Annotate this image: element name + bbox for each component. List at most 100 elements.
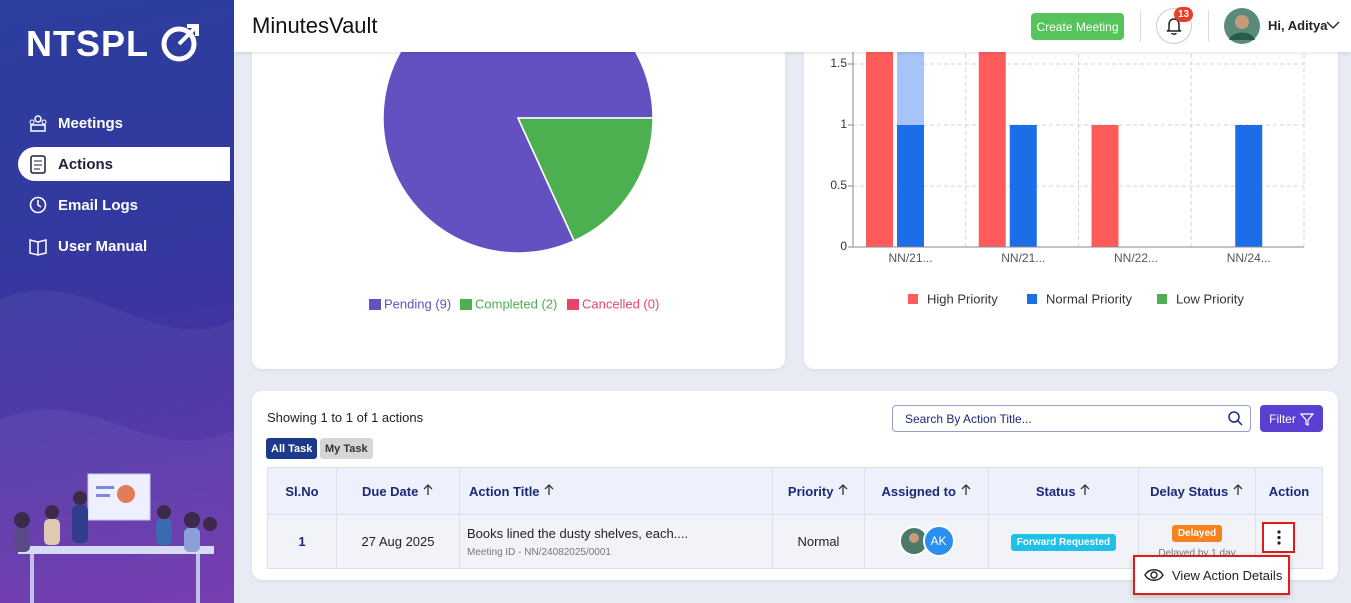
assignee-avatar <box>898 525 929 556</box>
sort-icon <box>423 483 433 495</box>
logo-text: NTSPL <box>26 23 149 64</box>
cell: Books lined the dusty shelves, each.... … <box>459 514 773 569</box>
column-label: Assigned to <box>881 483 956 499</box>
logo-icon <box>161 24 200 62</box>
legend-label: Cancelled (0) <box>582 296 659 311</box>
menu-label: Meetings <box>58 114 124 132</box>
column-header[interactable]: Delay Status <box>1138 467 1256 515</box>
legend-label: Low Priority <box>1176 291 1244 306</box>
divider <box>1140 10 1141 42</box>
column-header[interactable]: Due Date <box>336 467 460 515</box>
meeting-id: Meeting ID - NN/24082025/0001 <box>467 546 611 558</box>
legend-swatch <box>908 294 918 304</box>
column-header: Sl.No <box>267 467 337 515</box>
menu-item[interactable]: Meetings <box>28 106 123 140</box>
legend-swatch <box>1027 294 1037 304</box>
eye-icon <box>1144 569 1164 581</box>
column-header[interactable]: Priority <box>772 467 865 515</box>
cell: Normal <box>772 514 865 569</box>
column-label: Due Date <box>362 483 419 499</box>
filter-button[interactable]: Filter <box>1260 405 1323 432</box>
legend-label: Normal Priority <box>1046 291 1132 306</box>
tab-active[interactable]: All Task <box>266 438 318 459</box>
sort-icon <box>1233 483 1243 495</box>
legend-label: Completed (2) <box>475 296 557 311</box>
delay-note: Delayed by 1 day <box>1158 548 1236 559</box>
status-pill: Forward Requested <box>1010 533 1117 551</box>
action-menu-button[interactable] <box>1262 522 1295 553</box>
legend-swatch <box>369 299 381 310</box>
filter-label: Filter <box>1269 411 1296 426</box>
kebab-icon <box>1277 530 1281 545</box>
bar <box>1235 125 1263 247</box>
y-tick-label: 1 <box>840 117 847 131</box>
sort-icon <box>961 483 970 495</box>
menu-label: Email Logs <box>58 196 139 214</box>
charts: Pending (9) Completed (2) Cancelled (0) 0 0.… <box>369 0 1305 311</box>
column-header: Action <box>1255 467 1323 515</box>
summary: Showing 1 to 1 of 1 actions <box>267 410 424 425</box>
search-placeholder: Search By Action Title... <box>905 412 1032 426</box>
x-tick-label: NN/22... <box>1114 251 1158 265</box>
hover-highlight <box>897 40 924 125</box>
delay-pill: Delayed <box>1171 525 1223 542</box>
notification-badge: 13 <box>1174 7 1193 22</box>
pie-slice <box>516 117 654 242</box>
menu-label: Actions <box>58 155 114 173</box>
assignee-initials: AK <box>922 524 955 557</box>
sort-icon <box>544 483 554 495</box>
user-greeting[interactable]: Hi, Aditya <box>1268 18 1328 33</box>
column-label: Action <box>1268 483 1310 499</box>
app-title: MinutesVault <box>252 13 378 38</box>
notification-button[interactable]: 13 <box>1156 7 1193 44</box>
header-row: Sl.No Due Date Action Title Priority Ass… <box>267 467 1323 515</box>
cell: 1 <box>267 514 337 569</box>
legend-swatch <box>1157 294 1167 304</box>
divider <box>1208 10 1209 42</box>
x-tick-label: NN/21... <box>888 251 932 265</box>
bar <box>897 125 924 247</box>
menu-item-active[interactable]: Actions <box>18 147 230 181</box>
column-header[interactable]: Action Title <box>459 467 773 515</box>
logo: NTSPL <box>26 22 205 65</box>
icon <box>29 115 47 132</box>
search-icon <box>1228 411 1243 426</box>
legend-label: High Priority <box>927 291 998 306</box>
column-label: Priority <box>787 483 834 499</box>
icon <box>29 196 47 214</box>
cell: 27 Aug 2025 <box>336 514 460 569</box>
legend-swatch <box>460 299 472 310</box>
sort-icon <box>1080 483 1090 495</box>
actions-table: Sl.No Due Date Action Title Priority Ass… <box>267 467 1323 569</box>
cell: Forward Requested <box>988 514 1139 569</box>
sidebar-decor <box>0 290 234 603</box>
column-label: Action Title <box>469 483 540 499</box>
bar <box>1091 125 1119 247</box>
y-tick-label: 1.5 <box>830 56 847 70</box>
search-box[interactable]: Search By Action Title... <box>892 405 1251 432</box>
menu-label: User Manual <box>58 237 148 255</box>
menu-item[interactable]: Email Logs <box>28 188 138 222</box>
column-label: Delay Status <box>1150 483 1229 499</box>
legend-label: Pending (9) <box>384 296 451 311</box>
action-title: Books lined the dusty shelves, each.... <box>467 525 689 541</box>
column-header[interactable]: Assigned to <box>864 467 989 515</box>
menu-option[interactable]: View Action Details <box>1172 567 1283 583</box>
column-header[interactable]: Status <box>988 467 1139 515</box>
assignees: AK <box>898 524 955 557</box>
actions-card: Showing 1 to 1 of 1 actions All Task My … <box>252 391 1338 580</box>
filter-icon <box>1299 412 1314 426</box>
user-avatar[interactable] <box>1224 8 1260 44</box>
column-label: Sl.No <box>285 483 319 499</box>
create-meeting-button[interactable]: Create Meeting <box>1031 13 1124 40</box>
header: MinutesVault Create Meeting 13 Hi, Adity… <box>234 0 1351 52</box>
column-label: Status <box>1035 483 1076 499</box>
pie-slice <box>517 117 575 242</box>
legend-swatch <box>567 299 579 310</box>
bar <box>1009 125 1037 247</box>
table-row: 1 27 Aug 2025 Books lined the dusty shel… <box>267 514 1323 569</box>
tab[interactable]: My Task <box>320 438 373 459</box>
icon <box>29 239 47 256</box>
menu-item[interactable]: User Manual <box>28 229 147 263</box>
